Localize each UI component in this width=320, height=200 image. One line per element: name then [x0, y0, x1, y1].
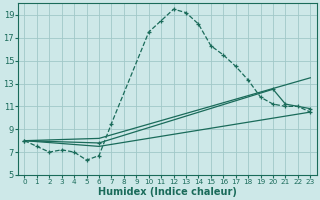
X-axis label: Humidex (Indice chaleur): Humidex (Indice chaleur): [98, 187, 237, 197]
